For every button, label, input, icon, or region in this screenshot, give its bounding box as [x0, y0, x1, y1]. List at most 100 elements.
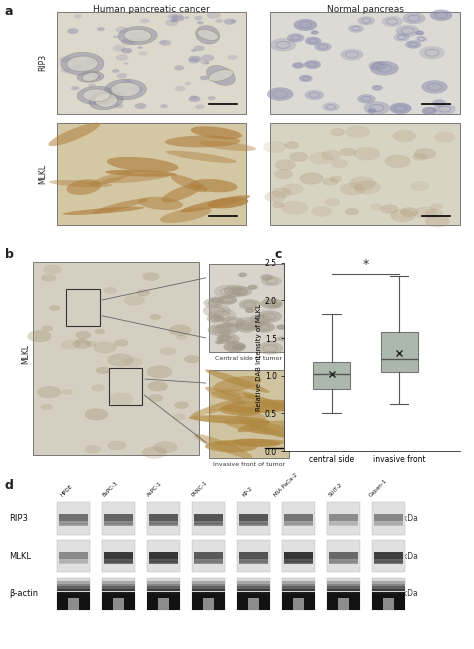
Circle shape	[224, 341, 246, 352]
Bar	[239, 520, 268, 524]
Bar	[209, 264, 289, 352]
Circle shape	[95, 329, 105, 334]
Circle shape	[329, 176, 342, 182]
Bar	[102, 582, 135, 583]
Bar	[33, 262, 199, 456]
Circle shape	[85, 409, 108, 420]
Circle shape	[257, 342, 283, 354]
Bar	[284, 560, 313, 564]
Circle shape	[204, 299, 223, 308]
Text: RIP3: RIP3	[38, 55, 47, 71]
Circle shape	[396, 25, 419, 36]
Bar	[104, 558, 133, 562]
Ellipse shape	[210, 391, 242, 400]
Bar	[192, 578, 225, 610]
Circle shape	[370, 61, 398, 75]
Bar	[328, 502, 360, 535]
Ellipse shape	[205, 369, 270, 393]
Circle shape	[207, 315, 224, 323]
Bar	[192, 587, 225, 589]
Ellipse shape	[83, 89, 110, 102]
Circle shape	[340, 148, 356, 156]
Bar	[283, 587, 315, 589]
Ellipse shape	[107, 157, 179, 172]
Bar	[194, 558, 223, 562]
Text: KP-2: KP-2	[241, 485, 254, 498]
Ellipse shape	[89, 171, 133, 186]
Bar	[147, 540, 180, 572]
Bar	[374, 514, 403, 521]
Circle shape	[238, 273, 247, 277]
Circle shape	[325, 199, 340, 206]
Circle shape	[185, 82, 191, 85]
Bar	[57, 584, 90, 586]
Circle shape	[174, 66, 184, 71]
Bar	[158, 598, 169, 610]
Circle shape	[116, 55, 128, 61]
Bar	[374, 522, 403, 526]
Circle shape	[41, 275, 56, 281]
Bar	[373, 589, 405, 591]
Circle shape	[357, 95, 375, 103]
Circle shape	[276, 324, 286, 330]
Circle shape	[381, 205, 398, 214]
Circle shape	[154, 441, 177, 453]
Bar	[68, 598, 79, 610]
Ellipse shape	[49, 180, 112, 188]
Bar	[59, 522, 88, 526]
Bar	[57, 587, 90, 589]
Circle shape	[419, 47, 445, 59]
Bar	[283, 594, 315, 610]
Ellipse shape	[118, 27, 157, 45]
Circle shape	[277, 337, 286, 341]
Bar	[239, 559, 268, 563]
Bar	[239, 519, 268, 523]
Circle shape	[184, 356, 200, 363]
Ellipse shape	[219, 406, 261, 416]
Circle shape	[200, 76, 209, 80]
Text: Normal pancreas: Normal pancreas	[327, 5, 403, 14]
Ellipse shape	[124, 29, 151, 42]
Bar	[102, 594, 135, 610]
Circle shape	[188, 56, 201, 62]
Circle shape	[358, 17, 374, 25]
Circle shape	[364, 101, 390, 114]
Circle shape	[294, 19, 317, 31]
Bar	[237, 589, 270, 591]
Circle shape	[167, 14, 178, 19]
Bar	[329, 558, 358, 562]
Circle shape	[115, 339, 128, 346]
Ellipse shape	[105, 79, 146, 100]
Bar	[104, 522, 133, 526]
Bar	[57, 540, 90, 572]
Bar	[102, 592, 135, 594]
Ellipse shape	[61, 53, 104, 75]
Circle shape	[300, 173, 323, 184]
PathPatch shape	[381, 332, 418, 372]
Circle shape	[391, 210, 415, 222]
Bar	[59, 557, 88, 561]
Bar	[59, 552, 88, 559]
Bar	[283, 540, 315, 572]
Text: MIA PaCa-2: MIA PaCa-2	[273, 472, 299, 498]
Circle shape	[124, 79, 131, 82]
Bar	[57, 578, 90, 610]
Circle shape	[148, 395, 163, 402]
Circle shape	[269, 301, 283, 308]
Circle shape	[214, 285, 241, 298]
Bar	[329, 557, 358, 561]
Bar	[373, 540, 405, 572]
Circle shape	[139, 51, 148, 56]
Circle shape	[172, 16, 185, 21]
Circle shape	[209, 308, 236, 322]
Bar	[113, 598, 124, 610]
Bar	[192, 584, 225, 586]
Circle shape	[231, 19, 237, 22]
Circle shape	[341, 49, 363, 60]
Ellipse shape	[222, 400, 301, 413]
Circle shape	[207, 12, 221, 19]
Ellipse shape	[243, 422, 301, 441]
Circle shape	[140, 19, 149, 23]
Circle shape	[37, 386, 61, 398]
Ellipse shape	[189, 415, 270, 424]
